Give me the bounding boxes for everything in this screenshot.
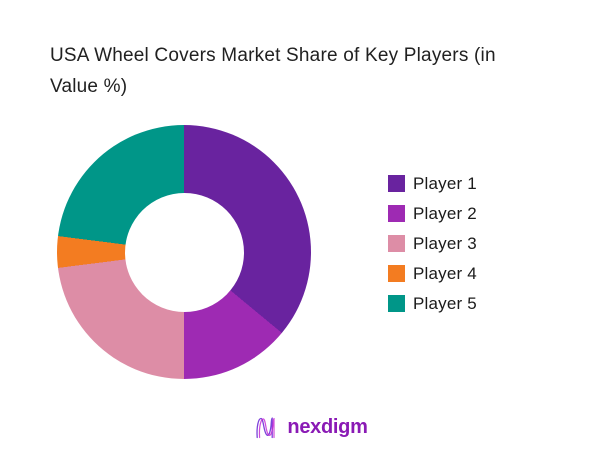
legend-label-player-3: Player 3 xyxy=(413,233,477,253)
chart-title: USA Wheel Covers Market Share of Key Pla… xyxy=(50,40,570,102)
legend-swatch-player-3 xyxy=(388,235,405,252)
nexdigm-wave-n-icon xyxy=(256,417,276,439)
legend-swatch-player-5 xyxy=(388,295,405,312)
legend-item-player-4: Player 4 xyxy=(388,263,477,283)
legend: Player 1 Player 2 Player 3 Player 4 Play… xyxy=(388,173,477,313)
donut-chart xyxy=(57,125,311,379)
legend-item-player-5: Player 5 xyxy=(388,293,477,313)
legend-label-player-1: Player 1 xyxy=(413,173,477,193)
brand-footer: nexdigm xyxy=(10,414,602,441)
chart-title-line-1: USA Wheel Covers Market Share of Key Pla… xyxy=(50,45,496,66)
legend-label-player-2: Player 2 xyxy=(413,203,477,223)
legend-item-player-2: Player 2 xyxy=(388,203,477,223)
donut-hole xyxy=(124,192,244,312)
legend-swatch-player-2 xyxy=(388,205,405,222)
legend-swatch-player-4 xyxy=(388,265,405,282)
brand-name: nexdigm xyxy=(287,416,368,438)
legend-item-player-1: Player 1 xyxy=(388,173,477,193)
legend-label-player-5: Player 5 xyxy=(413,293,477,313)
chart-title-line-2: Value %) xyxy=(50,76,128,97)
legend-label-player-4: Player 4 xyxy=(413,263,477,283)
legend-item-player-3: Player 3 xyxy=(388,233,477,253)
legend-swatch-player-1 xyxy=(388,175,405,192)
